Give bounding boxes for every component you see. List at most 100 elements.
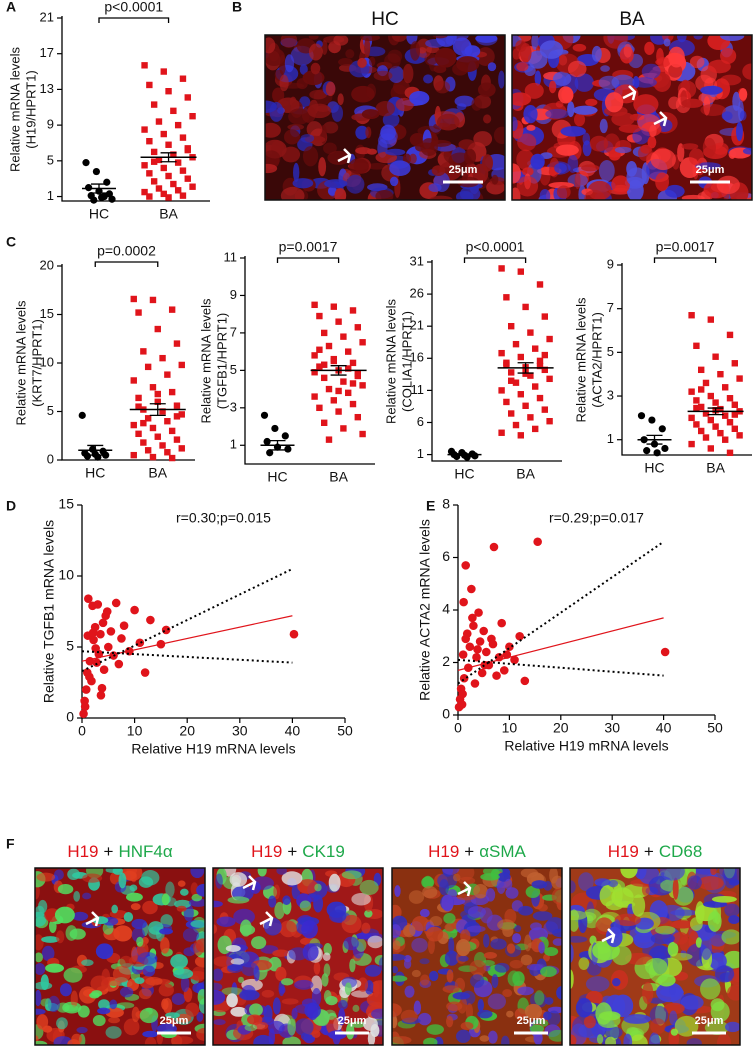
data-point [92, 658, 102, 667]
cell [226, 963, 243, 973]
cell [244, 1024, 258, 1032]
cell [642, 981, 654, 1005]
y-tick-label: 2 [442, 653, 450, 669]
cell [299, 900, 312, 912]
cell [281, 978, 294, 986]
cell [134, 977, 145, 984]
data-point [712, 423, 719, 430]
cell [700, 103, 726, 116]
cell [361, 922, 371, 934]
cell [373, 70, 393, 81]
cell [138, 876, 154, 888]
cell [123, 1018, 140, 1036]
scale-bar-label: 25μm [449, 164, 478, 176]
data-point [111, 598, 121, 608]
confidence-band [81, 568, 293, 673]
data-point [693, 342, 700, 350]
cell [653, 72, 672, 92]
data-point [354, 413, 361, 421]
cell [728, 915, 740, 925]
data-point [345, 348, 352, 355]
image-title: H19 + αSMA [428, 842, 526, 861]
cell [419, 958, 430, 965]
data-point [340, 378, 347, 385]
data-point [498, 349, 505, 357]
x-tick-label: 0 [454, 720, 462, 736]
frame [212, 867, 384, 1046]
data-point [498, 265, 505, 272]
cell [570, 1034, 577, 1045]
cell [322, 952, 331, 961]
cell [516, 149, 535, 170]
data-point [522, 402, 529, 409]
cell [735, 121, 743, 142]
cell [618, 124, 642, 133]
cell [650, 932, 675, 945]
cell [249, 1003, 263, 1017]
cell [324, 179, 348, 189]
cell [700, 85, 723, 95]
y-tick-label: 9 [47, 117, 54, 132]
cell [268, 895, 277, 908]
cell [329, 909, 347, 923]
cell [477, 82, 496, 98]
data-point [731, 425, 738, 432]
data-point [459, 597, 468, 607]
cell [742, 63, 752, 80]
data-point [154, 390, 161, 398]
x-tick-label: 40 [285, 723, 301, 739]
cell [402, 63, 414, 84]
arrow [85, 911, 100, 927]
cell [338, 1007, 346, 1026]
data-point [140, 348, 147, 355]
data-point [168, 388, 176, 396]
data-point [349, 400, 357, 408]
cell [570, 936, 588, 943]
cell [444, 950, 459, 966]
cell [35, 989, 42, 1007]
cell [119, 955, 133, 968]
title-part: + [644, 842, 654, 861]
cell [599, 118, 608, 134]
title-part: CD68 [659, 842, 702, 861]
data-point [117, 634, 126, 643]
cell [246, 1014, 263, 1025]
data-point [159, 354, 166, 362]
data-point [359, 339, 366, 346]
cell [531, 35, 539, 50]
data-point [325, 385, 333, 393]
data-point [135, 638, 145, 648]
significance-bracket [463, 257, 527, 263]
cell [502, 989, 513, 997]
data-point [160, 68, 167, 75]
cell [394, 885, 401, 897]
cell [318, 157, 327, 177]
cell [512, 48, 521, 60]
cell [530, 922, 542, 931]
cell [404, 985, 415, 998]
cell [517, 133, 537, 152]
data-point [512, 340, 520, 348]
data-point [150, 178, 158, 185]
data-point [503, 294, 510, 301]
cell [392, 975, 408, 982]
y-axis-label: (KRT7/HPRT1) [29, 319, 44, 407]
x-tick-label: 30 [604, 720, 620, 736]
cell [477, 998, 484, 1012]
data-point [311, 393, 318, 400]
cell [190, 882, 199, 896]
data-point [154, 433, 161, 440]
data-point [354, 372, 361, 380]
arrow [242, 875, 257, 891]
micrograph [265, 35, 505, 200]
cell [644, 41, 655, 55]
cell [668, 46, 685, 68]
data-point [130, 451, 137, 459]
data-point [541, 366, 548, 374]
cell [81, 959, 94, 966]
data-point [527, 414, 534, 421]
cell [680, 89, 687, 109]
data-point [508, 322, 515, 330]
cell [591, 45, 602, 62]
data-point [488, 639, 498, 649]
